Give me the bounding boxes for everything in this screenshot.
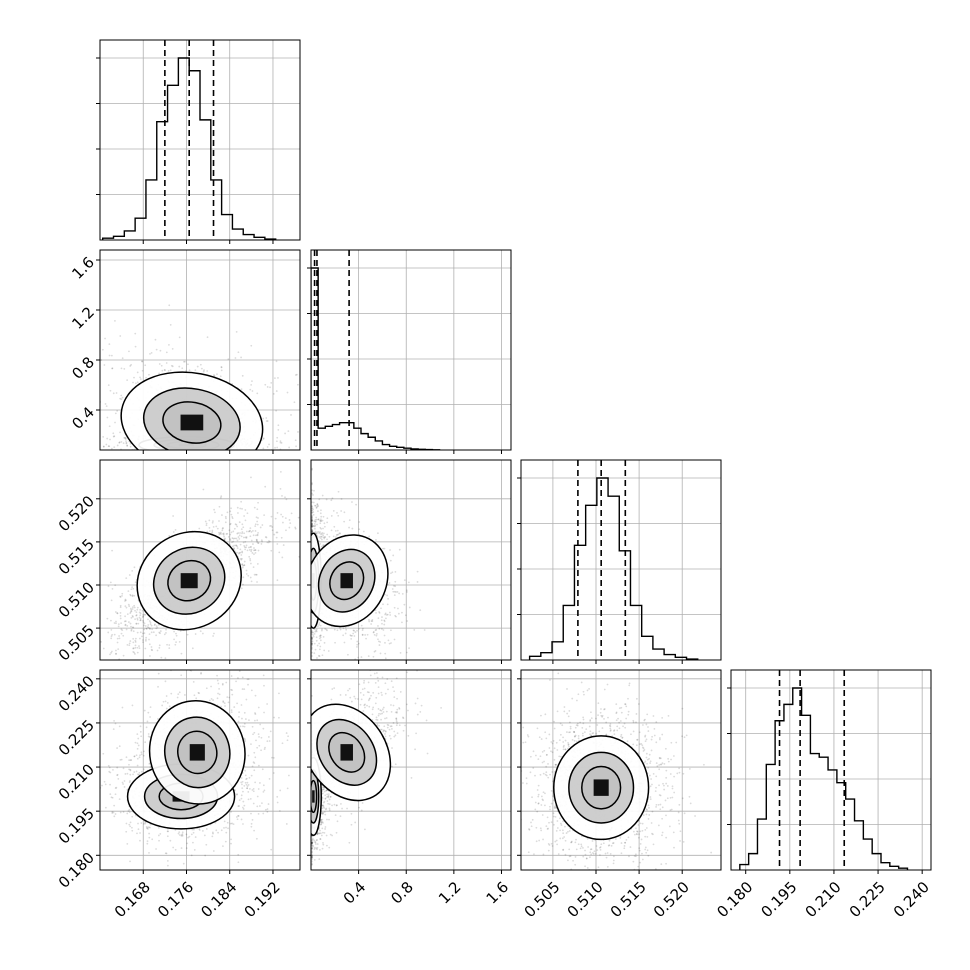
scatter-panel-4-1 [100, 670, 300, 870]
density-core [189, 744, 205, 761]
scatter-frame [99, 249, 301, 451]
histogram-step-line [528, 477, 699, 660]
x-tick-label: 0.225 [846, 878, 889, 921]
histogram-panel-2 [311, 250, 511, 450]
y-tick-label: 0.180 [55, 849, 98, 892]
y-tick-label: 0.240 [55, 672, 98, 715]
x-tick-label: 0.195 [757, 878, 800, 921]
scatter-frame [310, 459, 512, 661]
histogram-panel-1 [100, 40, 300, 240]
density-core [593, 779, 609, 796]
scatter-frame [310, 669, 512, 871]
y-tick-label: 0.510 [55, 578, 98, 621]
x-tick-label: 0.210 [802, 878, 845, 921]
x-tick-label: 0.176 [154, 878, 197, 921]
scatter-frame [520, 669, 722, 871]
density-core [180, 414, 204, 431]
scatter-panel-4-3 [521, 670, 721, 870]
x-tick-label: 1.6 [483, 878, 513, 908]
x-tick-label: 0.520 [650, 878, 693, 921]
histogram-frame [520, 459, 722, 661]
histogram-panel-3 [521, 460, 721, 660]
density-core [340, 744, 353, 761]
density-core [180, 573, 198, 589]
histogram-step-line [311, 267, 441, 450]
y-tick-label: 1.2 [68, 303, 98, 333]
density-core [340, 573, 353, 589]
x-tick-label: 0.515 [607, 878, 650, 921]
y-tick-label: 0.4 [68, 403, 98, 433]
histogram-frame [310, 249, 512, 451]
scatter-panel-3-1 [100, 460, 300, 660]
histogram-frame [730, 669, 932, 871]
x-tick-label: 0.180 [713, 878, 756, 921]
y-tick-label: 0.505 [55, 621, 98, 664]
scatter-panel-2-1 [100, 250, 300, 450]
scatter-panel-4-2 [311, 670, 511, 870]
scatter-panel-3-2 [311, 460, 511, 660]
scatter-frame [99, 459, 301, 661]
y-tick-label: 0.210 [55, 760, 98, 803]
histogram-frame [99, 39, 301, 241]
x-tick-label: 0.240 [890, 878, 933, 921]
y-tick-label: 0.225 [55, 716, 98, 759]
y-tick-label: 0.520 [55, 492, 98, 535]
histogram-panel-4 [731, 670, 931, 870]
x-tick-label: 0.168 [111, 878, 154, 921]
x-tick-label: 0.505 [521, 878, 564, 921]
x-tick-label: 0.4 [340, 878, 370, 908]
histogram-step-line [739, 687, 909, 870]
x-tick-label: 0.510 [564, 878, 607, 921]
x-tick-label: 0.184 [197, 878, 240, 921]
density-core [312, 790, 315, 803]
x-tick-label: 0.192 [241, 878, 284, 921]
y-tick-label: 0.195 [55, 804, 98, 847]
x-tick-label: 1.2 [435, 878, 465, 908]
x-tick-label: 0.8 [387, 878, 417, 908]
y-tick-label: 1.6 [68, 253, 98, 283]
scatter-frame [99, 669, 301, 871]
y-tick-label: 0.8 [68, 353, 98, 383]
y-tick-label: 0.515 [55, 535, 98, 578]
